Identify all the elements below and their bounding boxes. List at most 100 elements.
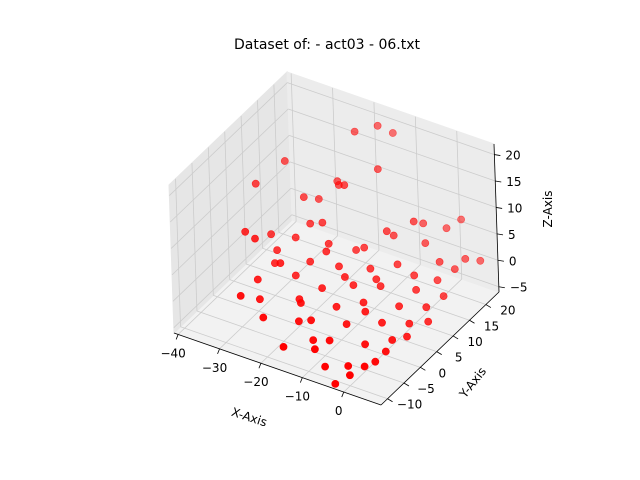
data-point	[306, 257, 315, 266]
y-tick	[420, 366, 426, 371]
data-point	[280, 157, 289, 165]
x-axis-label: X-Axis	[230, 405, 269, 430]
x-grid-line	[219, 235, 338, 350]
data-point	[331, 379, 340, 388]
data-point	[255, 295, 264, 304]
data-point	[310, 345, 319, 354]
y-tick-label: −10	[397, 398, 422, 412]
data-point	[324, 239, 333, 248]
data-point	[439, 292, 448, 300]
data-points	[236, 121, 485, 388]
x-grid-line	[456, 131, 463, 280]
x-tick-label: −30	[202, 361, 227, 375]
data-point	[332, 302, 341, 311]
data-point	[412, 285, 420, 294]
x-tick	[258, 363, 262, 369]
y-grid-line	[175, 178, 181, 327]
y-tick-label: 0	[439, 366, 447, 380]
data-point	[309, 336, 318, 344]
y-tick	[403, 382, 410, 387]
data-point	[361, 340, 369, 349]
z-grid-line	[290, 187, 499, 261]
data-point	[366, 264, 375, 273]
y-tick-label: 10	[467, 335, 482, 349]
data-point	[267, 230, 275, 239]
data-point	[276, 259, 285, 267]
z-tick	[497, 259, 504, 262]
y-axis-label: Y-Axis	[456, 364, 489, 401]
data-point	[291, 233, 300, 242]
y-grid-line	[262, 247, 470, 321]
z-tick-label: 10	[507, 201, 522, 215]
z-grid-line	[291, 214, 499, 288]
data-point	[342, 320, 351, 328]
y-tick	[436, 351, 442, 355]
data-point	[422, 303, 431, 312]
data-point	[350, 127, 359, 136]
data-point	[442, 224, 451, 233]
x-grid-line	[177, 221, 297, 335]
data-point	[251, 179, 260, 188]
y-tick-label: 20	[500, 304, 515, 318]
data-point	[410, 271, 419, 280]
z-tick-label: 0	[509, 254, 517, 268]
x-grid-line	[332, 87, 338, 236]
y-tick-label: 5	[455, 351, 463, 365]
data-point	[340, 273, 349, 281]
y-grid-line	[207, 147, 214, 296]
z-axis-label: Z-Axis	[541, 191, 555, 228]
data-point	[371, 357, 380, 366]
z-grid-line	[287, 82, 495, 155]
data-point	[299, 193, 308, 201]
y-tick-label: −5	[417, 382, 435, 396]
x-grid-line	[414, 116, 421, 265]
x-tick	[217, 348, 220, 354]
y-grid-line	[229, 279, 437, 353]
data-point	[382, 227, 391, 236]
z-tick	[495, 180, 502, 183]
data-point	[322, 247, 331, 256]
data-point	[241, 227, 250, 236]
x-tick-label: −40	[160, 346, 185, 360]
data-point	[409, 217, 418, 226]
data-point	[279, 342, 288, 351]
z-tick	[496, 207, 503, 209]
data-point	[405, 319, 414, 328]
y-grid-line	[273, 84, 280, 233]
y-tick	[485, 304, 492, 308]
data-point	[360, 243, 369, 252]
data-point	[389, 231, 398, 240]
z-tick-label: 15	[506, 175, 521, 189]
x-grid-line	[290, 73, 297, 222]
data-point	[340, 181, 349, 189]
data-point	[318, 218, 327, 227]
x-tick-label: −20	[243, 375, 268, 389]
data-point	[359, 298, 368, 307]
x-tick	[299, 377, 303, 383]
data-point	[344, 362, 353, 370]
data-point	[253, 275, 262, 284]
z-grid-line	[288, 108, 496, 182]
y-grid-line	[196, 310, 405, 384]
y-tick	[452, 335, 459, 340]
y-grid-line	[245, 263, 454, 337]
x-tick	[341, 391, 345, 398]
data-point	[457, 215, 465, 224]
data-point	[314, 195, 323, 203]
y-grid-line	[180, 326, 388, 400]
data-point	[435, 257, 444, 266]
z-grid-line	[169, 108, 289, 223]
z-tick	[496, 233, 504, 236]
data-point	[296, 299, 305, 307]
data-point	[373, 121, 382, 130]
z-tick	[494, 154, 501, 156]
data-point	[476, 256, 485, 265]
data-point	[273, 246, 281, 254]
data-point	[318, 284, 326, 292]
data-point	[433, 276, 442, 285]
data-point	[378, 318, 386, 327]
data-point	[376, 282, 385, 290]
axis-lines	[173, 143, 500, 406]
